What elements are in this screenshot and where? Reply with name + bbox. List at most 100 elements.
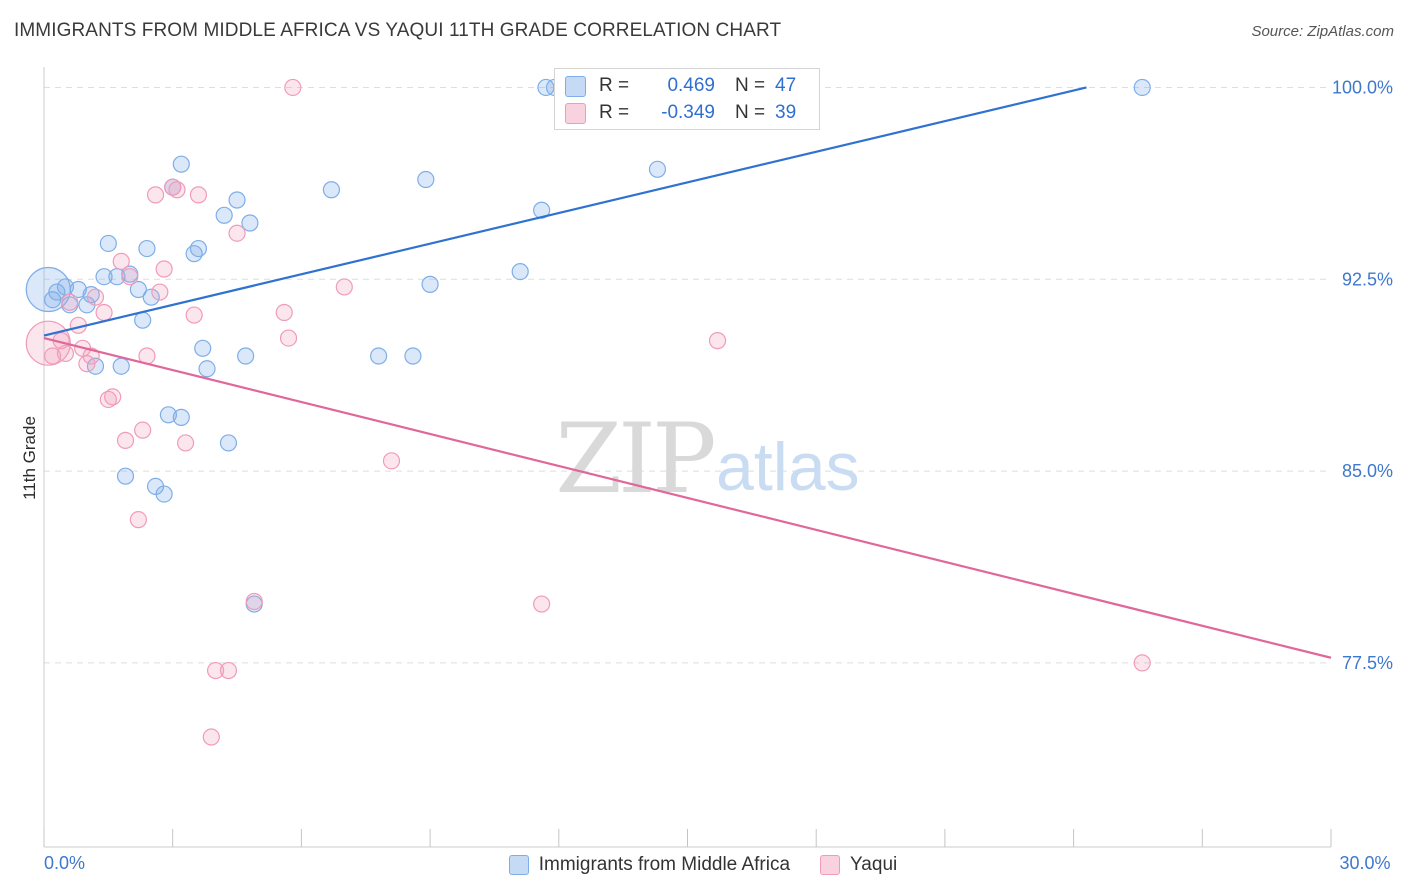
point-immigrants — [155, 485, 173, 503]
y-tick-label: 85.0% — [1342, 461, 1393, 481]
point-immigrants — [129, 280, 147, 299]
point-immigrants — [138, 239, 156, 258]
point-immigrants — [404, 347, 422, 365]
point-yaqui — [189, 186, 208, 204]
point-yaqui — [708, 332, 727, 350]
point-yaqui — [185, 306, 203, 324]
y-tick-label: 92.5% — [1342, 269, 1393, 289]
watermark-atlas: atlas — [716, 429, 860, 505]
chart-legend: Immigrants from Middle Africa Yaqui — [0, 850, 1406, 880]
trendline-yaqui — [43, 337, 1332, 659]
point-immigrants — [219, 434, 238, 452]
watermark: ZIP atlas — [555, 403, 859, 515]
legend-label: Yaqui — [850, 854, 898, 875]
point-immigrants — [142, 288, 160, 306]
point-yaqui — [275, 303, 293, 322]
point-yaqui — [82, 347, 100, 365]
stats-n-label: N = — [735, 75, 766, 96]
point-yaqui — [112, 252, 130, 270]
axes — [43, 67, 1332, 848]
legend-item-immigrants[interactable]: Immigrants from Middle Africa — [508, 854, 791, 876]
point-immigrants — [134, 311, 152, 329]
y-tick-label: 100.0% — [1332, 77, 1393, 97]
y-tick-label: 77.5% — [1342, 653, 1393, 673]
series — [25, 78, 1332, 746]
legend-swatch-blue — [508, 855, 529, 875]
point-yaqui — [245, 592, 263, 611]
point-yaqui — [533, 595, 551, 613]
point-immigrants — [237, 347, 255, 365]
stats-swatch-pink — [565, 102, 586, 124]
point-yaqui — [43, 347, 62, 365]
point-yaqui — [176, 434, 195, 452]
point-yaqui — [104, 388, 122, 406]
stats-r-value: 0.469 — [667, 75, 715, 96]
point-immigrants — [189, 239, 208, 258]
stats-r-label: R = — [599, 102, 630, 123]
stats-swatch-blue — [565, 75, 586, 97]
point-yaqui — [86, 288, 105, 306]
point-yaqui — [151, 283, 169, 301]
point-immigrants — [417, 170, 435, 189]
trendline-immigrants — [43, 86, 1087, 337]
point-yaqui — [129, 511, 147, 529]
point-immigrants — [172, 408, 190, 426]
point-immigrants — [48, 283, 66, 301]
point-yaqui — [146, 186, 165, 204]
stats-n-value: 47 — [775, 75, 797, 96]
grid-lines — [44, 86, 1331, 664]
point-yaqui — [168, 181, 186, 199]
source-label: Source: ZipAtlas.com — [1251, 23, 1394, 40]
point-yaqui — [202, 728, 220, 746]
point-immigrants — [159, 406, 178, 424]
point-yaqui — [61, 293, 79, 311]
stats-n-value: 39 — [775, 102, 797, 123]
stats-n-label: N = — [735, 102, 766, 123]
point-yaqui — [56, 344, 75, 363]
point-yaqui — [219, 661, 238, 680]
point-yaqui — [134, 421, 152, 439]
point-yaqui — [121, 268, 139, 286]
point-immigrants — [99, 234, 117, 253]
point-yaqui — [207, 661, 225, 680]
legend-item-yaqui[interactable]: Yaqui — [820, 854, 897, 876]
point-yaqui — [335, 278, 353, 296]
tick-labels: 100.0% 92.5% 85.0% 77.5% 0.0% 30.0% — [44, 77, 1393, 873]
stats-legend-box: R = 0.469 N = 47 R = -0.349 N = 39 — [554, 68, 820, 130]
point-immigrants — [112, 357, 130, 375]
legend-swatch-pink — [820, 855, 841, 875]
point-immigrants — [370, 347, 388, 365]
point-yaqui — [279, 329, 298, 347]
point-yaqui — [284, 78, 302, 97]
point-immigrants — [322, 181, 341, 199]
point-yaqui — [382, 452, 401, 470]
legend-label: Immigrants from Middle Africa — [538, 854, 791, 875]
point-immigrants — [228, 191, 246, 209]
point-immigrants — [215, 206, 233, 224]
point-immigrants — [194, 339, 212, 357]
point-immigrants — [116, 467, 135, 485]
point-yaqui — [116, 431, 135, 449]
chart-title: IMMIGRANTS FROM MIDDLE AFRICA VS YAQUI 1… — [14, 20, 782, 41]
point-immigrants — [172, 155, 190, 173]
stats-r-label: R = — [599, 75, 630, 96]
point-immigrants — [1133, 78, 1151, 97]
point-yaqui — [155, 260, 173, 278]
point-yaqui — [1133, 654, 1151, 672]
point-yaqui — [95, 303, 113, 322]
point-immigrants — [95, 268, 113, 286]
point-immigrants — [648, 160, 667, 178]
x-tick-label: 0.0% — [44, 853, 85, 873]
point-yaqui — [228, 224, 246, 242]
watermark-zip: ZIP — [555, 403, 714, 515]
point-immigrants — [241, 214, 259, 232]
point-immigrants — [421, 275, 439, 293]
stats-row-immigrants: R = 0.469 N = 47 — [565, 73, 796, 99]
point-immigrants — [511, 262, 529, 281]
point-immigrants — [69, 280, 87, 299]
stats-r-value: -0.349 — [661, 102, 715, 123]
x-tick-label: 30.0% — [1339, 853, 1390, 873]
stats-row-yaqui: R = -0.349 N = 39 — [565, 100, 796, 126]
point-immigrants — [198, 360, 216, 378]
